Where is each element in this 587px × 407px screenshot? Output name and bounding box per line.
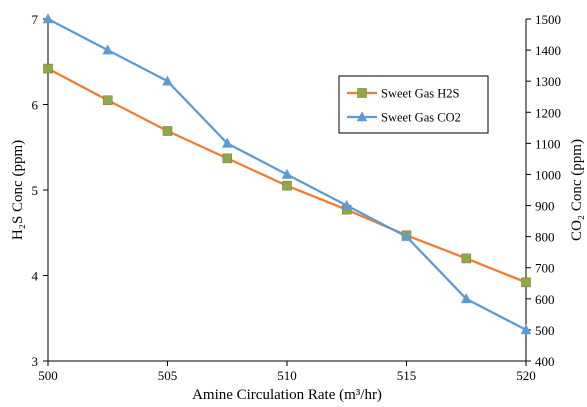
data-point-sweet-gas-co2 xyxy=(401,230,412,241)
legend-swatch-marker xyxy=(356,111,368,122)
x-tick-label: 500 xyxy=(38,368,58,383)
data-point-sweet-gas-co2 xyxy=(461,293,472,304)
data-point-sweet-gas-h2s xyxy=(102,95,113,106)
data-point-sweet-gas-co2 xyxy=(42,13,54,24)
right-y-tick-label: 400 xyxy=(535,354,555,369)
data-point-sweet-gas-co2 xyxy=(281,168,293,179)
x-ticks: 500 505 510 515 520 xyxy=(38,361,536,383)
legend-item-sweet-gas-co2: Sweet Gas CO2 xyxy=(347,111,461,125)
data-point-sweet-gas-h2s xyxy=(222,153,233,164)
left-y-tick-label: 5 xyxy=(32,183,39,198)
right-y-axis-title: CO₂ Conc (ppm) xyxy=(569,139,585,241)
data-point-sweet-gas-co2 xyxy=(222,137,233,148)
data-point-sweet-gas-h2s xyxy=(43,63,53,74)
legend-swatch-marker xyxy=(357,88,367,98)
legend: Sweet Gas H2S Sweet Gas CO2 xyxy=(338,75,489,134)
right-y-tick-label: 1500 xyxy=(535,12,561,27)
left-y-tick-label: 7 xyxy=(32,12,39,27)
left-y-tick-label: 4 xyxy=(32,269,39,284)
right-y-tick-label: 1400 xyxy=(535,43,561,58)
legend-items: Sweet Gas H2S Sweet Gas CO2 xyxy=(347,87,461,125)
legend-box xyxy=(338,75,489,134)
data-point-sweet-gas-h2s xyxy=(162,126,173,136)
series-layer xyxy=(42,13,532,335)
right-y-tick-label: 1100 xyxy=(535,136,561,151)
x-axis-title: Amine Circulation Rate (m³/hr) xyxy=(192,387,382,403)
data-point-sweet-gas-h2s xyxy=(521,277,531,288)
right-y-tick-label: 1300 xyxy=(535,74,561,89)
legend-label: Sweet Gas H2S xyxy=(381,87,460,101)
right-y-tick-label: 600 xyxy=(535,292,555,307)
data-point-sweet-gas-co2 xyxy=(341,199,352,210)
right-y-tick-label: 800 xyxy=(535,230,555,245)
series-sweet-gas-co2 xyxy=(42,13,532,335)
data-point-sweet-gas-h2s xyxy=(461,253,472,264)
data-point-sweet-gas-co2 xyxy=(162,75,173,86)
right-y-tick-label: 1200 xyxy=(535,105,561,120)
left-y-tick-label: 3 xyxy=(32,354,39,369)
data-point-sweet-gas-co2 xyxy=(102,44,113,55)
right-y-tick-label: 900 xyxy=(535,199,555,214)
left-y-axis-title: H₂S Conc (ppm) xyxy=(10,140,26,240)
legend-label: Sweet Gas CO2 xyxy=(381,111,461,125)
x-tick-label: 510 xyxy=(277,368,297,383)
data-point-sweet-gas-h2s xyxy=(282,180,292,191)
x-tick-label: 515 xyxy=(397,368,417,383)
x-tick-label: 505 xyxy=(158,368,178,383)
left-y-tick-label: 6 xyxy=(32,98,39,113)
right-y-ticks: 400 500 600 700 800 900 1000 1100 1200 1300 1400 15… xyxy=(526,12,561,369)
x-tick-label: 520 xyxy=(516,368,536,383)
data-point-sweet-gas-co2 xyxy=(520,324,532,335)
right-y-tick-label: 1000 xyxy=(535,167,561,182)
right-y-tick-label: 500 xyxy=(535,323,555,338)
right-y-tick-label: 700 xyxy=(535,261,555,276)
legend-item-sweet-gas-h2s: Sweet Gas H2S xyxy=(347,87,460,101)
